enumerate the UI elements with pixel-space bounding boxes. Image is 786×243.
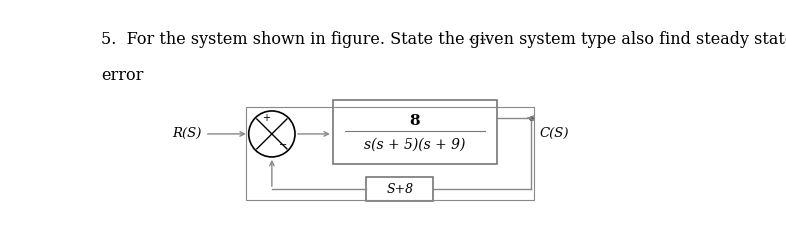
Text: −: − bbox=[279, 140, 288, 150]
Text: 5.  For the system shown in figure. State the given system type also find steady: 5. For the system shown in figure. State… bbox=[101, 31, 786, 48]
FancyBboxPatch shape bbox=[332, 100, 498, 164]
Text: R(S): R(S) bbox=[172, 127, 202, 140]
Text: 8: 8 bbox=[410, 114, 421, 128]
Text: +: + bbox=[262, 113, 270, 123]
Text: C(S): C(S) bbox=[540, 127, 569, 140]
Text: S+8: S+8 bbox=[386, 183, 413, 196]
FancyBboxPatch shape bbox=[366, 177, 433, 201]
Text: s(s + 5)(s + 9): s(s + 5)(s + 9) bbox=[365, 138, 465, 152]
Text: error: error bbox=[101, 67, 144, 84]
